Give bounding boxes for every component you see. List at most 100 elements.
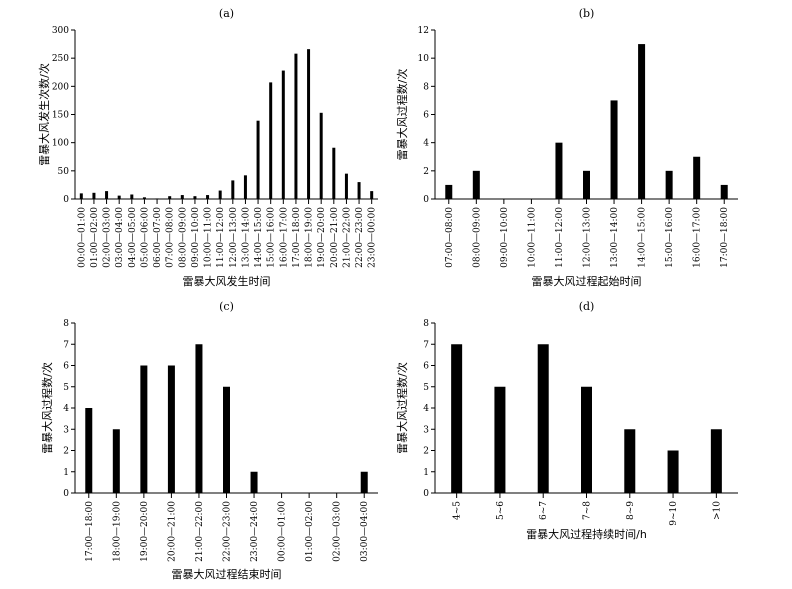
bar (494, 386, 506, 493)
x-tick-label: 13:00—14:00 (241, 207, 251, 268)
bar (370, 191, 374, 199)
x-tick-label: 7~8 (583, 501, 593, 520)
bar (256, 120, 260, 199)
y-tick-label: 8 (423, 82, 429, 92)
x-tick-label: 01:00—02:00 (90, 207, 100, 268)
x-tick-label: 4~5 (453, 501, 463, 520)
x-tick-label: 04:00—05:00 (128, 207, 138, 268)
y-tick-label: 6 (423, 111, 429, 121)
x-tick-label: 14:00—15:00 (254, 207, 264, 268)
y-tick-label: 4 (63, 404, 69, 414)
x-tick-label: 8~9 (626, 501, 636, 520)
x-tick-label: 11:00—12:00 (216, 207, 226, 268)
y-tick-label: 200 (52, 82, 69, 92)
y-tick-label: 8 (423, 319, 429, 329)
y-tick-label: 6 (423, 362, 429, 372)
x-tick-label: 09:00—10:00 (500, 207, 510, 268)
bar (85, 408, 93, 493)
x-axis-title: 雷暴大风过程持续时间/h (526, 527, 647, 541)
panel-c: 0 1 2 3 4 5 6 7 8 17:00—18:00 18:00—19:00 19:00—20:… (40, 300, 378, 581)
bar (79, 193, 83, 199)
x-axis-title: 雷暴大风发生时间 (183, 274, 271, 288)
x-tick-label: 10:00—11:00 (204, 207, 214, 268)
x-tick-label: 17:00—18:00 (720, 207, 730, 268)
y-tick-label: 1 (63, 468, 69, 478)
x-tick-label: 12:00—13:00 (229, 207, 239, 268)
panel-title: (d) (579, 300, 595, 313)
bar (332, 147, 336, 199)
x-tick-label: 00:00—01:00 (77, 207, 87, 268)
x-tick-label: 9~10 (669, 501, 679, 526)
bar (130, 194, 134, 199)
panel-title: (a) (219, 7, 234, 20)
x-tick-label: >10 (712, 501, 722, 520)
y-tick-label: 5 (63, 383, 69, 393)
y-tick-label: 3 (63, 425, 69, 435)
y-axis-title: 雷暴大风发生次数/次 (37, 63, 51, 166)
x-axis-title: 雷暴大风过程起始时间 (532, 274, 642, 288)
bar (142, 197, 146, 199)
panel-title: (b) (579, 7, 595, 20)
bar (307, 49, 311, 199)
panel-title: (c) (219, 300, 234, 313)
y-tick-label: 50 (58, 167, 70, 177)
y-axis-title: 雷暴大风过程数/次 (395, 362, 409, 454)
x-tick-label: 05:00—06:00 (140, 207, 150, 268)
x-tick-label: 17:00—18:00 (85, 501, 95, 562)
x-tick-label: 20:00—21:00 (167, 501, 177, 562)
bar (665, 170, 673, 199)
bar (638, 44, 646, 200)
y-tick-label: 150 (52, 111, 69, 121)
y-tick-label: 12 (418, 26, 429, 36)
bar (140, 365, 148, 493)
bar (218, 190, 222, 199)
bar (155, 198, 159, 199)
bar (555, 142, 563, 199)
x-tick-label: 07:00—08:00 (445, 207, 455, 268)
bar (168, 196, 172, 199)
x-tick-label: 20:00—21:00 (330, 207, 340, 268)
bar (472, 170, 480, 199)
x-tick-label: 03:00—04:00 (115, 207, 125, 268)
y-tick-label: 7 (423, 340, 429, 350)
bar (537, 344, 549, 493)
bar (243, 175, 247, 199)
x-tick-label: 19:00—20:00 (140, 501, 150, 562)
x-tick-label: 5~6 (496, 501, 506, 520)
x-tick-label: 08:00—09:00 (472, 207, 482, 268)
y-tick-label: 2 (423, 167, 429, 177)
y-tick-label: 300 (52, 26, 69, 36)
bar (610, 100, 618, 199)
x-tick-label: 17:00—18:00 (292, 207, 302, 268)
bar (445, 184, 453, 199)
x-tick-label: 16:00—17:00 (693, 207, 703, 268)
y-tick-label: 7 (63, 340, 69, 350)
y-axis-title: 雷暴大风过程数/次 (395, 69, 409, 161)
x-tick-label: 14:00—15:00 (638, 207, 648, 268)
x-tick-label: 02:00—03:00 (333, 501, 343, 562)
y-tick-label: 5 (423, 383, 429, 393)
bar (195, 344, 203, 493)
bar (92, 192, 96, 199)
y-tick-label: 8 (63, 319, 69, 329)
x-tick-label: 15:00—16:00 (665, 207, 675, 268)
bar (112, 429, 120, 493)
y-tick-label: 0 (63, 195, 69, 205)
x-tick-label: 11:00—12:00 (555, 207, 565, 268)
x-tick-label: 22:00—23:00 (223, 501, 233, 562)
x-tick-label: 08:00—09:00 (178, 207, 188, 268)
x-tick-label: 22:00—23:00 (355, 207, 365, 268)
y-tick-label: 250 (52, 54, 69, 64)
x-tick-label: 03:00—04:00 (360, 501, 370, 562)
bar (294, 53, 298, 199)
y-tick-label: 6 (63, 362, 69, 372)
y-tick-label: 0 (423, 489, 429, 499)
bar (624, 429, 636, 493)
x-tick-label: 15:00—16:00 (267, 207, 277, 268)
y-tick-label: 0 (63, 489, 69, 499)
bar (581, 386, 592, 493)
x-tick-label: 07:00—08:00 (166, 207, 176, 268)
x-tick-label: 02:00—03:00 (103, 207, 113, 268)
bar (193, 196, 197, 199)
bar (223, 386, 230, 493)
